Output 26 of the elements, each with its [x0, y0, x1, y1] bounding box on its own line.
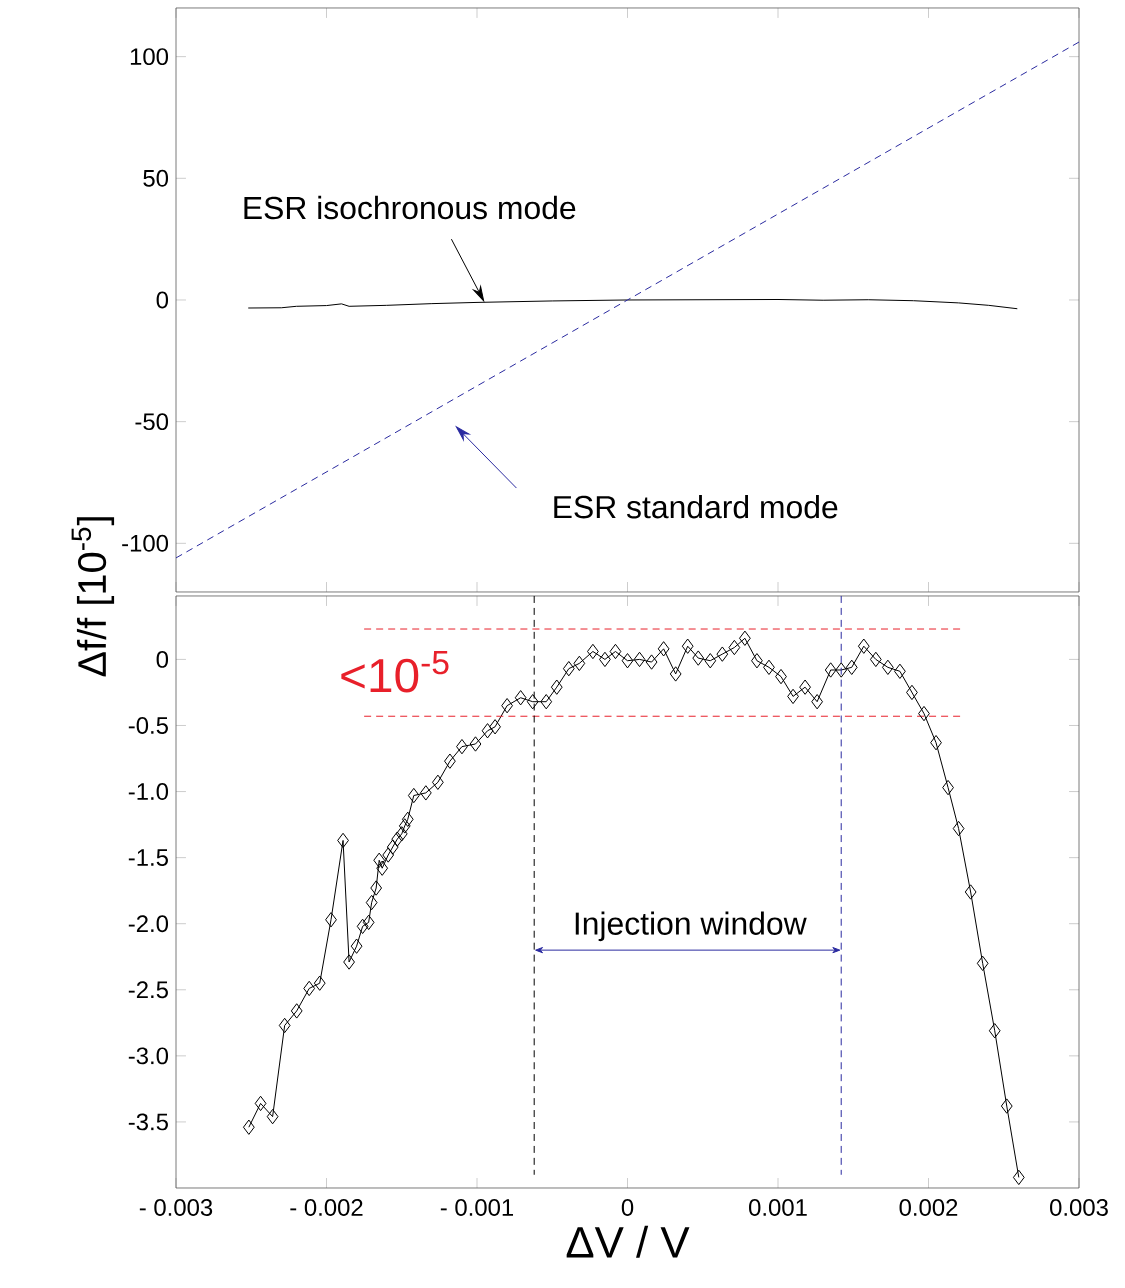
y-tick-label: -2.0 — [128, 915, 169, 933]
annotation: Injection window — [575, 911, 807, 942]
x-tick-label: 0.002 — [899, 1199, 958, 1216]
x-tick-label: 0.003 — [1050, 1199, 1108, 1216]
y-tick-label: -1.5 — [128, 849, 168, 866]
x-axis-title: ΔV / V — [566, 1225, 690, 1258]
x-tick-label: - 0.001 — [440, 1199, 514, 1216]
x-tick-label: - 0.003 — [139, 1199, 213, 1216]
y-tick-label: -1.0 — [128, 783, 169, 801]
y-tick-label: -0.5 — [128, 717, 168, 734]
y-tick-label: -3.0 — [128, 1047, 169, 1065]
x-tick-label: - 0.002 — [290, 1199, 363, 1216]
x-tick-label: 0.001 — [749, 1199, 807, 1216]
y-axis-title: Δf/f [10$^{-5}$] — [71, 517, 115, 677]
y-tick-label: -2.5 — [128, 981, 168, 999]
annotation: ESR standard mode — [554, 495, 838, 519]
y-tick-label: 50 — [143, 169, 169, 187]
y-tick-label: -100 — [122, 534, 169, 552]
y-tick-label: 100 — [130, 48, 169, 66]
x-tick-label: 0 — [621, 1199, 634, 1216]
annotation: ESR isochronous mode — [244, 195, 576, 220]
y-tick-label: -50 — [135, 413, 169, 431]
y-tick-label: -3.5 — [128, 1113, 168, 1131]
y-tick-label: 0 — [156, 291, 169, 309]
y-tick-label: 0 — [156, 650, 169, 668]
annotation: <10$^{-5}$ — [341, 651, 449, 693]
